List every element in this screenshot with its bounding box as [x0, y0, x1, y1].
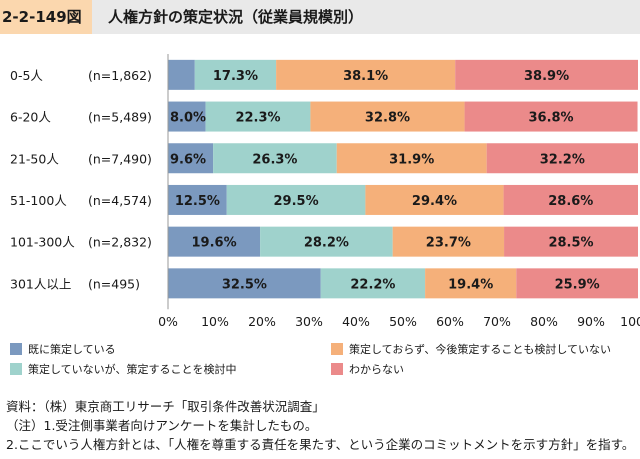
bar-segment [504, 226, 638, 257]
x-tick-label: 40% [342, 314, 370, 329]
x-tick-label: 80% [530, 314, 558, 329]
legend-item-established: 既に策定している [10, 343, 116, 357]
data-label: 8.0% [170, 111, 206, 126]
sample-size-label: (n=4,574) [88, 193, 152, 208]
bar-segment [425, 268, 517, 299]
bar-segment [365, 184, 504, 215]
data-label: 29.4% [412, 194, 457, 209]
data-label: 19.6% [192, 236, 237, 251]
legend-item-not-considering: 策定しておらず、今後策定することも検討していない [331, 343, 611, 357]
category-label: 0-5人 [10, 68, 43, 83]
legend-swatch [10, 363, 22, 375]
bar-segment [168, 226, 261, 257]
legend-label: 策定していないが、策定することを検討中 [28, 363, 237, 376]
legend-item-unknown: わからない [331, 363, 404, 377]
legend-swatch [331, 363, 343, 375]
sample-size-label: (n=2,832) [88, 235, 152, 250]
category-label: 301人以上 [10, 276, 71, 291]
legend-label: 既に策定している [28, 343, 116, 356]
bar-segment [310, 101, 465, 132]
data-label: 38.1% [343, 69, 388, 84]
legend-label: わからない [349, 363, 404, 376]
data-label: 28.5% [548, 236, 593, 251]
sample-size-label: (n=7,490) [88, 151, 152, 166]
data-label: 12.5% [175, 194, 220, 209]
data-label: 25.9% [555, 277, 600, 292]
bar-segment [336, 143, 487, 174]
bar-segment [260, 226, 393, 257]
data-label: 22.2% [350, 277, 395, 292]
x-tick-label: 90% [577, 314, 605, 329]
bar-segment [168, 143, 214, 174]
x-tick-label: 60% [436, 314, 464, 329]
x-tick-label: 100% [620, 314, 640, 329]
data-label: 22.3% [235, 111, 280, 126]
bar-segment [392, 226, 505, 257]
data-label: 38.9% [524, 69, 569, 84]
stacked-bar-chart: 0-5人 (n=1,862) 17.3% 38.1% 38.9% 6-20人 (n=5,48… [10, 54, 640, 329]
data-label: 36.8% [528, 111, 573, 126]
bar-segment [168, 268, 321, 299]
bar-segment [168, 59, 195, 90]
data-label: 31.9% [389, 152, 434, 167]
note-2: 2.ここでいう人権方針とは、「人権を尊重する責任を果たす、という企業のコミットメ… [6, 437, 635, 452]
sample-size-label: (n=5,489) [88, 110, 152, 125]
sample-size-label: (n=1,862) [88, 68, 152, 83]
bar-segment [464, 101, 638, 132]
legend-swatch [331, 343, 343, 355]
data-label: 28.2% [304, 236, 349, 251]
legend-swatch [10, 343, 22, 355]
bar-segment [226, 184, 366, 215]
data-label: 17.3% [213, 69, 258, 84]
note-1: （注）1.受注側事業者向けアンケートを集計したもの。 [6, 418, 318, 433]
bar-segment [503, 184, 638, 215]
legend-item-considering: 策定していないが、策定することを検討中 [10, 363, 236, 377]
bar-segment [168, 184, 227, 215]
x-tick-label: 70% [483, 314, 511, 329]
x-tick-label: 0% [158, 314, 178, 329]
x-tick-label: 30% [295, 314, 323, 329]
category-label: 101-300人 [10, 235, 75, 250]
category-label: 51-100人 [10, 193, 67, 208]
figure-header: 2-2-149図 人権方針の策定状況（従業員規模別） [0, 0, 640, 34]
bar-segment [276, 59, 456, 90]
x-tick-label: 50% [389, 314, 417, 329]
bar-segment [516, 268, 638, 299]
bar-segment [194, 59, 277, 90]
data-label: 19.4% [448, 277, 493, 292]
bar-segment [455, 59, 638, 90]
bar-segment [486, 143, 638, 174]
source-note: 資料：（株）東京商工リサーチ「取引条件改善状況調査」 [6, 399, 325, 414]
figure-title: 人権方針の策定状況（従業員規模別） [108, 8, 364, 26]
bar-segment [205, 101, 311, 132]
category-label: 21-50人 [10, 151, 59, 166]
bar-segment [168, 101, 206, 132]
bar-segment [213, 143, 337, 174]
figure-number: 2-2-149図 [0, 0, 92, 34]
legend-label: 策定しておらず、今後策定することも検討していない [349, 343, 612, 356]
data-label: 32.2% [540, 152, 585, 167]
x-tick-label: 10% [201, 314, 229, 329]
data-label: 26.3% [252, 152, 297, 167]
bar-segment [320, 268, 426, 299]
data-label: 23.7% [426, 236, 471, 251]
data-label: 9.6% [170, 152, 206, 167]
data-label: 32.8% [365, 111, 410, 126]
data-label: 32.5% [222, 277, 267, 292]
data-label: 28.6% [548, 194, 593, 209]
data-label: 29.5% [274, 194, 319, 209]
notes: 資料：（株）東京商工リサーチ「取引条件改善状況調査」 （注）1.受注側事業者向け… [6, 397, 634, 454]
x-tick-label: 20% [248, 314, 276, 329]
sample-size-label: (n=495) [88, 276, 140, 291]
category-label: 6-20人 [10, 110, 51, 125]
